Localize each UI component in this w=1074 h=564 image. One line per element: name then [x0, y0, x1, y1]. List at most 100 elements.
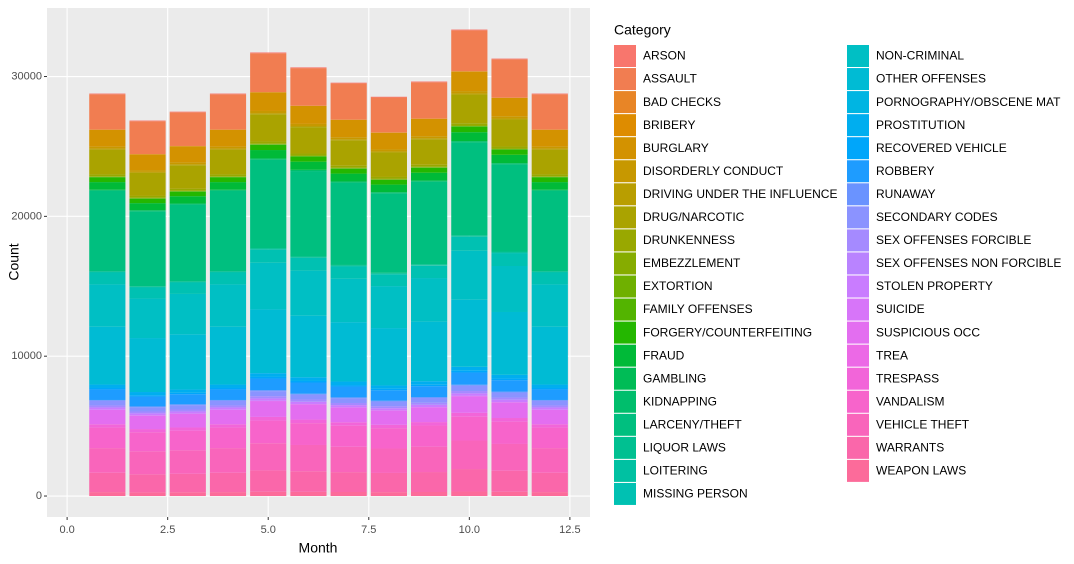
- bar-segment: [370, 97, 407, 133]
- bar-segment: [370, 472, 407, 493]
- bar-segment: [531, 407, 568, 410]
- bar-segment: [491, 491, 528, 497]
- bar-segment: [411, 166, 448, 168]
- bar-segment: [209, 326, 247, 385]
- bar-segment: [209, 384, 247, 388]
- bar-segment: [370, 176, 407, 179]
- bar-segment: [290, 68, 327, 106]
- bar-segment: [411, 265, 448, 266]
- bar-segment: [169, 204, 206, 282]
- legend-label: SEX OFFENSES NON FORCIBLE: [876, 256, 1061, 270]
- bar-segment: [169, 281, 206, 283]
- bar-segment: [491, 402, 528, 419]
- bar-segment: [250, 398, 287, 401]
- bar-segment: [330, 385, 367, 387]
- bar-segment: [370, 274, 407, 287]
- bar-segment: [491, 443, 528, 471]
- bar-segment: [330, 402, 367, 406]
- bar-segment: [290, 257, 327, 258]
- legend-label: NON-CRIMINAL: [876, 49, 964, 63]
- bar-segment: [250, 110, 287, 114]
- legend-label: FRAUD: [643, 348, 685, 362]
- bar-segment: [491, 149, 528, 155]
- bar-segment: [370, 328, 407, 386]
- x-tick-label: 5.0: [261, 524, 276, 536]
- bar-segment: [169, 282, 206, 283]
- bar-segment: [129, 407, 166, 412]
- bar-segment: [89, 272, 126, 285]
- legend-key: [614, 298, 636, 321]
- bar-segment: [411, 264, 448, 266]
- bar-segment: [290, 382, 327, 394]
- legend-key: [847, 68, 869, 91]
- bar-segment: [209, 190, 247, 272]
- bar-segment: [491, 59, 528, 98]
- bar-segment: [411, 446, 448, 473]
- bar-segment: [411, 321, 448, 382]
- bar-segment: [169, 203, 206, 205]
- y-tick-label: 10000: [11, 350, 42, 362]
- legend-label: SUSPICIOUS OCC: [876, 325, 980, 339]
- bar-segment: [411, 278, 448, 322]
- legend-title: Category: [614, 22, 671, 38]
- bar-segment: [89, 174, 126, 177]
- legend-label: DRIVING UNDER THE INFLUENCE: [643, 187, 837, 201]
- legend-label: SUICIDE: [876, 302, 925, 316]
- bar-segment: [129, 338, 166, 393]
- legend-label: WARRANTS: [876, 441, 944, 455]
- bar-segment: [491, 154, 528, 164]
- bar-segment: [370, 178, 407, 180]
- bar-segment: [411, 136, 448, 139]
- bar-segment: [411, 81, 448, 83]
- bar-segment: [451, 391, 488, 394]
- bar-segment: [370, 192, 407, 194]
- bar-segment: [89, 399, 126, 401]
- bar-segment: [129, 211, 166, 287]
- bar-segment: [129, 195, 166, 198]
- bar-segment: [250, 470, 287, 492]
- bar-segment: [129, 429, 166, 433]
- bar-segment: [370, 184, 407, 193]
- bar-segment: [451, 370, 488, 373]
- bar-segment: [209, 182, 247, 190]
- bar-segment: [209, 129, 247, 147]
- legend-key: [847, 367, 869, 390]
- bar-segment: [411, 118, 448, 137]
- bar-segment: [169, 430, 206, 451]
- bar-segment: [531, 326, 568, 385]
- bar-segment: [250, 158, 287, 160]
- bar-segment: [129, 210, 166, 212]
- y-tick-label: 0: [36, 490, 42, 502]
- bar-segment: [330, 168, 367, 174]
- bar-segment: [531, 149, 568, 175]
- bar-segment: [209, 174, 247, 177]
- bar-segment: [451, 132, 488, 142]
- bar-segment: [129, 154, 166, 171]
- bar-segment: [89, 284, 126, 327]
- bar-segment: [209, 427, 247, 449]
- y-tick-label: 20000: [11, 210, 42, 222]
- bar-segment: [411, 384, 448, 387]
- bar-segment: [290, 161, 327, 170]
- bar-segment: [330, 381, 367, 386]
- bar-segment: [370, 96, 407, 98]
- bar-segment: [451, 235, 488, 237]
- bar-segment: [491, 421, 528, 444]
- bar-segment: [290, 126, 327, 128]
- legend-label: ARSON: [643, 49, 686, 63]
- bar-segment: [129, 287, 166, 299]
- bar-segment: [290, 270, 327, 316]
- bar-segment: [411, 397, 448, 399]
- bar-segment: [209, 399, 247, 401]
- bar-segment: [451, 29, 488, 31]
- legend-label: RUNAWAY: [876, 187, 936, 201]
- bar-segment: [169, 392, 206, 395]
- bar-segment: [370, 408, 407, 411]
- bar-segment: [370, 151, 407, 153]
- bar-segment: [89, 176, 126, 177]
- bar-segment: [250, 114, 287, 142]
- bar-segment: [531, 129, 568, 147]
- bar-segment: [411, 425, 448, 447]
- bar-segment: [290, 257, 327, 271]
- bar-segment: [411, 402, 448, 405]
